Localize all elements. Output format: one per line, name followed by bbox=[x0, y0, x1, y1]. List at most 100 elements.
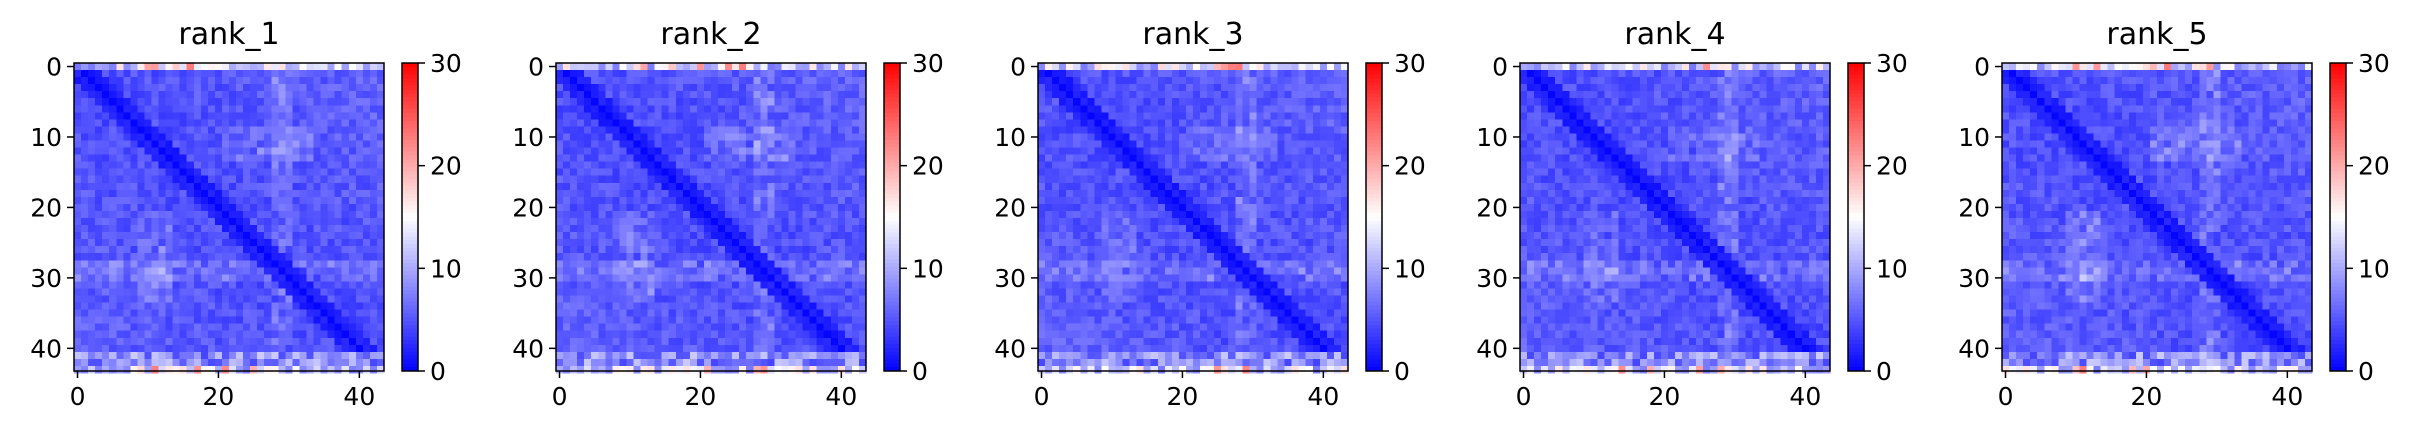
heatmap-cell bbox=[313, 274, 322, 283]
heatmap-cell bbox=[774, 168, 783, 177]
heatmap-cell bbox=[362, 175, 371, 184]
heatmap-cell bbox=[285, 218, 294, 226]
heatmap-cell bbox=[207, 70, 216, 78]
heatmap-cell bbox=[186, 98, 195, 106]
heatmap-cell bbox=[369, 302, 378, 311]
heatmap-cell bbox=[102, 246, 110, 254]
heatmap-cell bbox=[703, 91, 712, 99]
heatmap-cell bbox=[81, 77, 89, 85]
heatmap-cell bbox=[633, 147, 642, 156]
heatmap-cell bbox=[823, 154, 832, 163]
heatmap-cell bbox=[1326, 63, 1335, 71]
colorbar-segment bbox=[884, 270, 900, 276]
heatmap-cell bbox=[278, 140, 286, 149]
heatmap-cell bbox=[584, 337, 592, 346]
heatmap-cell bbox=[334, 182, 343, 191]
heatmap-cell bbox=[306, 365, 315, 374]
heatmap-cell bbox=[718, 358, 726, 367]
heatmap-cell bbox=[1193, 91, 1201, 99]
heatmap-cell bbox=[250, 203, 258, 212]
heatmap-cell bbox=[292, 330, 301, 339]
heatmap-cell bbox=[647, 351, 656, 360]
heatmap-cell bbox=[774, 232, 783, 240]
heatmap-cell bbox=[221, 365, 230, 374]
heatmap-cell bbox=[369, 358, 378, 367]
heatmap-cell bbox=[1263, 105, 1272, 113]
heatmap-cell bbox=[802, 274, 811, 283]
heatmap-cell bbox=[802, 337, 811, 346]
heatmap-cell bbox=[858, 232, 867, 240]
heatmap-cell bbox=[207, 358, 216, 367]
colorbar-segment bbox=[884, 236, 900, 241]
heatmap-cell bbox=[109, 105, 117, 113]
heatmap-cell bbox=[376, 140, 385, 149]
heatmap-cell bbox=[689, 281, 698, 290]
heatmap-cell bbox=[563, 98, 571, 106]
heatmap-cell bbox=[193, 133, 202, 142]
heatmap-cell bbox=[584, 84, 592, 92]
heatmap-cell bbox=[711, 295, 719, 304]
heatmap-cell bbox=[837, 182, 846, 191]
heatmap-cell bbox=[193, 105, 202, 113]
colorbar-segment bbox=[402, 301, 418, 307]
heatmap-cell bbox=[200, 189, 209, 198]
heatmap-cell bbox=[1108, 112, 1117, 120]
heatmap-cell bbox=[144, 154, 153, 163]
heatmap-cell bbox=[851, 309, 860, 318]
heatmap-cell bbox=[858, 316, 867, 325]
heatmap-cell bbox=[95, 351, 103, 360]
heatmap-cell bbox=[285, 239, 294, 247]
heatmap-cell bbox=[229, 98, 237, 106]
heatmap-cell bbox=[179, 133, 188, 142]
heatmap-cell bbox=[809, 91, 818, 99]
heatmap-cell bbox=[718, 225, 726, 233]
heatmap-cell bbox=[116, 281, 124, 290]
heatmap-cell bbox=[711, 351, 719, 360]
heatmap-cell bbox=[633, 288, 642, 297]
heatmap-cell bbox=[250, 323, 258, 332]
heatmap-cell bbox=[214, 105, 223, 113]
heatmap-cell bbox=[137, 302, 146, 311]
heatmap-cell bbox=[577, 210, 585, 219]
heatmap-cell bbox=[753, 63, 761, 71]
heatmap-cell bbox=[144, 168, 153, 177]
heatmap-cell bbox=[753, 365, 761, 374]
heatmap-cell bbox=[158, 105, 167, 113]
heatmap-cell bbox=[1340, 154, 1349, 163]
heatmap-cell bbox=[1164, 119, 1173, 128]
heatmap-cell bbox=[271, 316, 279, 325]
heatmap-cell bbox=[348, 168, 357, 177]
heatmap-cell bbox=[1150, 77, 1159, 85]
heatmap-cell bbox=[1185, 126, 1194, 135]
heatmap-cell bbox=[271, 358, 279, 367]
heatmap-cell bbox=[570, 182, 578, 191]
heatmap-cell bbox=[675, 210, 684, 219]
heatmap-cell bbox=[703, 232, 712, 240]
colorbar-segment bbox=[402, 166, 418, 172]
x-tick-label: 0 bbox=[552, 382, 568, 411]
heatmap-cell bbox=[137, 91, 146, 99]
heatmap-cell bbox=[376, 98, 385, 106]
heatmap-cell bbox=[221, 295, 230, 304]
heatmap-cell bbox=[661, 316, 670, 325]
heatmap-cell bbox=[292, 351, 301, 360]
heatmap-cell bbox=[193, 189, 202, 198]
heatmap-cell bbox=[144, 365, 153, 374]
heatmap-cell bbox=[718, 196, 726, 205]
heatmap-cell bbox=[732, 196, 740, 205]
heatmap-cell bbox=[746, 126, 754, 135]
heatmap-cell bbox=[327, 260, 336, 268]
heatmap-cell bbox=[158, 267, 167, 275]
heatmap-cell bbox=[214, 175, 223, 184]
heatmap-cell bbox=[725, 316, 733, 325]
heatmap-cell bbox=[725, 182, 733, 191]
heatmap-cell bbox=[1340, 140, 1349, 149]
colorbar-tick-label: 0 bbox=[912, 357, 928, 386]
heatmap-cell bbox=[74, 288, 82, 297]
heatmap-cell bbox=[278, 218, 286, 226]
heatmap-cell bbox=[172, 98, 181, 106]
heatmap-cell bbox=[320, 119, 329, 128]
heatmap-cell bbox=[675, 302, 684, 311]
heatmap-cell bbox=[236, 288, 244, 297]
heatmap-cell bbox=[221, 281, 230, 290]
